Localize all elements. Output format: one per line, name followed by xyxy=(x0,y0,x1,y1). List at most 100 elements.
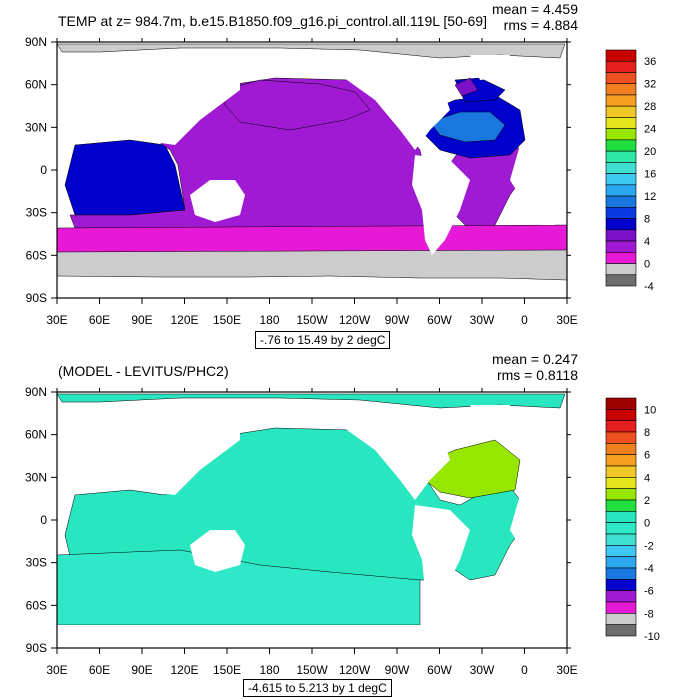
panel2-greenland xyxy=(470,405,510,430)
x-tick-label: 120W xyxy=(339,313,371,327)
x-tick-label: 150W xyxy=(296,313,328,327)
y-tick-label: 90S xyxy=(26,641,47,655)
panel1-colorbar: 36 32 28 24 20 16 12 8 4 0 -4 xyxy=(605,49,656,293)
colorbar-cell xyxy=(605,545,637,557)
colorbar-cell xyxy=(605,263,637,276)
colorbar-cell xyxy=(605,533,637,546)
colorbar-cell xyxy=(605,72,637,85)
colorbar-cell xyxy=(605,128,637,141)
colorbar-cell xyxy=(605,207,637,219)
colorbar-cell xyxy=(605,443,637,455)
colorbar-label: 28 xyxy=(644,101,656,113)
panel2-rms: rms = 0.8118 xyxy=(497,367,578,383)
y-tick-label: 30S xyxy=(26,206,47,220)
colorbar-cell xyxy=(605,150,637,163)
colorbar-cell xyxy=(605,579,637,591)
panel1-greenland xyxy=(470,55,510,80)
x-tick-label: 30W xyxy=(470,313,495,327)
colorbar-label: 6 xyxy=(644,450,650,462)
y-tick-label: 60N xyxy=(25,78,47,92)
panel2-eurasia xyxy=(57,405,240,495)
colorbar-cell xyxy=(605,601,637,614)
panel1-indian-ocean xyxy=(64,139,186,216)
x-tick-label: 90E xyxy=(131,663,152,677)
colorbar-cell xyxy=(605,613,637,625)
colorbar-label: 16 xyxy=(644,169,656,181)
y-tick-label: 30N xyxy=(25,120,47,134)
x-tick-label: 30E xyxy=(556,313,577,327)
x-tick-label: 120E xyxy=(170,663,198,677)
colorbar-cell xyxy=(605,274,637,287)
panel2-title: (MODEL - LEVITUS/PHC2) xyxy=(58,363,229,379)
colorbar-cell xyxy=(605,488,637,501)
colorbar-cell xyxy=(605,454,637,467)
x-tick-label: 150W xyxy=(296,663,328,677)
colorbar-label: 8 xyxy=(644,214,650,226)
panel1-north-atlantic-core xyxy=(429,111,506,143)
colorbar-cell xyxy=(605,477,637,489)
panel1-map xyxy=(57,42,567,298)
colorbar-cell xyxy=(605,420,637,433)
panel2-colorbar: 10 8 6 4 2 0 -2 -4 -6 -8 -10 xyxy=(605,397,660,643)
colorbar-cell xyxy=(605,522,637,535)
colorbar-cell xyxy=(605,173,637,186)
colorbar-label: 4 xyxy=(644,472,650,484)
panel1-mean: mean = 4.459 xyxy=(492,1,578,17)
x-tick-label: 60W xyxy=(427,663,452,677)
panel1-south-america xyxy=(412,155,470,255)
colorbar-label: 36 xyxy=(644,56,656,68)
colorbar-cell xyxy=(605,590,637,603)
x-tick-label: 60W xyxy=(427,313,452,327)
x-tick-label: 0 xyxy=(521,313,528,327)
x-tick-label: 120E xyxy=(170,313,198,327)
colorbar-cell xyxy=(605,195,637,208)
panel2-arctic xyxy=(57,393,566,409)
colorbar-cell xyxy=(605,511,637,523)
x-tick-label: 120W xyxy=(339,663,371,677)
x-tick-label: 90W xyxy=(385,663,410,677)
colorbar-label: -8 xyxy=(644,608,654,620)
panel-temperature: TEMP at z= 984.7m, b.e15.B1850.f09_g16.p… xyxy=(25,1,656,327)
colorbar-label: 32 xyxy=(644,79,656,91)
x-tick-label: 90W xyxy=(385,313,410,327)
colorbar-label: 4 xyxy=(644,236,650,248)
y-tick-label: 30N xyxy=(25,470,47,484)
panel2-south-america xyxy=(412,505,470,605)
colorbar-label: 0 xyxy=(644,518,650,530)
y-tick-label: 90S xyxy=(26,291,47,305)
panel1-north-america xyxy=(340,70,450,150)
y-tick-label: 60N xyxy=(25,428,47,442)
colorbar-label: -4 xyxy=(644,563,654,575)
colorbar-cell xyxy=(605,105,637,118)
y-tick-label: 90N xyxy=(25,35,47,49)
colorbar-label: 10 xyxy=(644,404,656,416)
colorbar-cell xyxy=(605,117,637,129)
x-tick-label: 180 xyxy=(259,313,279,327)
colorbar-label: 24 xyxy=(644,124,656,136)
panel2-axes: 30E 60E 90E 120E 150E 180 150W 120W 90W 60W 30W 0 30… xyxy=(25,385,578,677)
colorbar-cell xyxy=(605,184,637,197)
x-tick-label: 90E xyxy=(131,313,152,327)
y-tick-label: 0 xyxy=(40,163,47,177)
colorbar-cell xyxy=(605,229,637,242)
panel2-map xyxy=(57,392,567,648)
panel1-title: TEMP at z= 984.7m, b.e15.B1850.f09_g16.p… xyxy=(58,13,487,29)
panel2-range-label: -4.615 to 5.213 by 1 degC xyxy=(243,679,392,697)
colorbar-cell xyxy=(605,624,637,637)
colorbar-cell xyxy=(605,60,637,73)
colorbar-cell xyxy=(605,409,637,421)
x-tick-label: 60E xyxy=(89,313,110,327)
x-tick-label: 0 xyxy=(521,663,528,677)
panel2-mean: mean = 0.247 xyxy=(492,351,578,367)
x-tick-label: 30W xyxy=(470,663,495,677)
panel1-rms: rms = 4.884 xyxy=(504,17,579,33)
colorbar-cell xyxy=(605,83,637,96)
x-tick-label: 150E xyxy=(213,313,241,327)
colorbar-cell xyxy=(605,499,637,512)
colorbar-cell xyxy=(605,162,637,174)
colorbar-label: -10 xyxy=(644,631,660,643)
colorbar-label: -6 xyxy=(644,586,654,598)
panel1-antarctic-band xyxy=(57,249,567,281)
colorbar-cell xyxy=(605,240,637,253)
